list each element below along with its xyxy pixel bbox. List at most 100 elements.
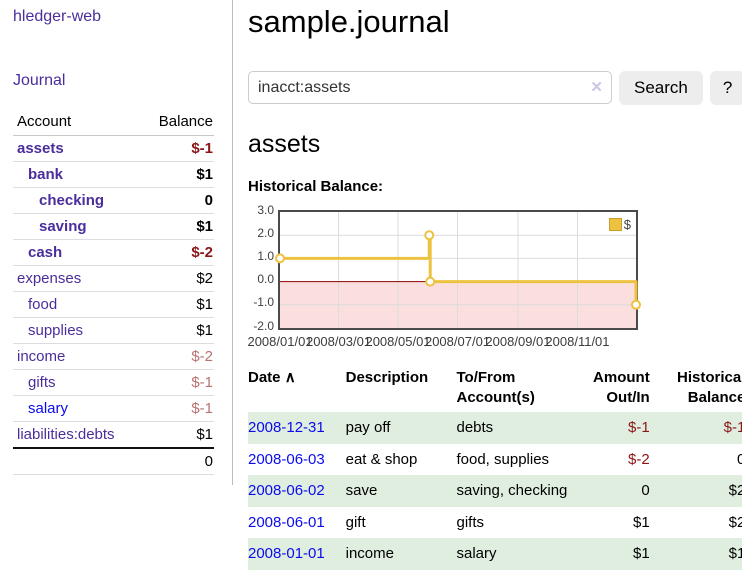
- legend-label: $: [623, 216, 631, 232]
- transaction-balance: $2: [728, 513, 742, 531]
- y-tick-label: -1.0: [253, 295, 274, 310]
- accounts-header-balance: Balance: [139, 110, 214, 136]
- account-link[interactable]: gifts: [28, 374, 56, 391]
- y-tick-label: -2.0: [253, 318, 274, 333]
- transaction-balance: $-1: [649, 412, 742, 444]
- transaction-date-link[interactable]: 2008-12-31: [248, 419, 325, 437]
- app-title-link[interactable]: hledger-web: [13, 8, 102, 25]
- transaction-description: save: [345, 475, 457, 507]
- transaction-amount: $1: [633, 513, 650, 531]
- transaction-description: eat & shop: [345, 450, 418, 468]
- transaction-accounts: debts: [456, 412, 573, 444]
- transaction-balance: 0: [737, 450, 742, 468]
- sort-ascending-icon: ∧: [284, 368, 296, 386]
- account-link[interactable]: saving: [39, 218, 87, 235]
- account-row: assets $-1: [13, 135, 214, 162]
- transaction-balance: $1: [649, 538, 742, 570]
- account-row: saving $1: [13, 213, 214, 240]
- transaction-amount: $-1: [572, 412, 650, 444]
- account-row: expenses $2: [13, 265, 214, 292]
- search-input[interactable]: [248, 71, 612, 105]
- y-tick-label: 3.0: [257, 202, 274, 217]
- y-tick-label: 0.0: [257, 272, 274, 287]
- register-header-date[interactable]: Date ∧: [248, 368, 296, 386]
- balance-chart[interactable]: 3.0 2.0 1.0 0.0 -1.0 -2.0 $ 2008/01/01 2008/03…: [247, 203, 742, 350]
- account-link[interactable]: bank: [28, 166, 64, 183]
- account-heading: assets: [248, 129, 321, 158]
- account-row: income $-2: [13, 343, 214, 370]
- clear-search-icon[interactable]: ✕: [590, 79, 603, 97]
- transaction-date-link[interactable]: 2008-06-03: [248, 450, 325, 468]
- help-button[interactable]: ?: [709, 70, 742, 105]
- x-tick-label: 2008/05/01: [365, 333, 431, 349]
- transaction-date-link[interactable]: 2008-06-01: [248, 513, 325, 531]
- transaction-row: 2008-06-03 eat & shop food, supplies $-2…: [248, 444, 742, 476]
- account-row: liabilities:debts $1: [13, 422, 214, 449]
- account-row: gifts $-1: [13, 369, 214, 396]
- account-link[interactable]: assets: [17, 140, 64, 157]
- chart-title: Historical Balance:: [248, 177, 384, 195]
- x-tick-label: 2008/07/01: [424, 333, 491, 349]
- x-tick-label: 2008/11/01: [545, 333, 610, 349]
- transaction-accounts: gifts: [456, 513, 484, 531]
- account-balance: $1: [139, 317, 214, 344]
- account-row: cash $-2: [13, 239, 214, 266]
- transaction-description: pay off: [345, 412, 457, 444]
- search-form: ✕ Search ?: [248, 70, 742, 105]
- register-header-amount: Amount Out/In: [593, 368, 650, 406]
- account-balance: $-1: [139, 135, 214, 162]
- transaction-amount: 0: [572, 475, 650, 507]
- search-button[interactable]: Search: [619, 70, 703, 105]
- account-balance: $1: [196, 426, 213, 443]
- sidebar-item-journal[interactable]: Journal: [13, 72, 66, 89]
- chart-y-axis: 3.0 2.0 1.0 0.0 -1.0 -2.0: [248, 203, 276, 333]
- account-balance: $1: [139, 213, 214, 240]
- accounts-header-row: Account Balance: [13, 110, 214, 136]
- page-title: sample.journal: [248, 4, 450, 39]
- account-link[interactable]: supplies: [28, 322, 84, 339]
- account-row: food $1: [13, 291, 214, 318]
- transaction-date-link[interactable]: 2008-01-01: [248, 545, 325, 563]
- transaction-row: 2008-01-01 income salary $1 $1: [248, 538, 742, 570]
- register-header-row: Date ∧ Description To/From Account(s) Am…: [248, 364, 742, 413]
- accounts-total-row: 0: [13, 447, 214, 475]
- account-link[interactable]: salary: [28, 400, 69, 417]
- transaction-row: 2008-12-31 pay off debts $-1 $-1: [248, 412, 742, 444]
- register-header-description: Description: [345, 368, 429, 386]
- account-row: salary $-1: [13, 395, 214, 422]
- y-tick-label: 2.0: [257, 225, 274, 240]
- account-link[interactable]: expenses: [17, 270, 82, 287]
- y-tick-label: 1.0: [257, 249, 274, 264]
- account-balance: $1: [139, 291, 214, 318]
- account-balance: $-1: [139, 395, 214, 422]
- account-row: checking 0: [13, 187, 214, 214]
- chart-legend: $: [607, 216, 632, 232]
- account-row: bank $1: [13, 161, 214, 188]
- register-table: Date ∧ Description To/From Account(s) Am…: [248, 364, 742, 570]
- account-balance: $-2: [139, 343, 214, 370]
- main-content: sample.journal ✕ Search ? assets Histori…: [233, 0, 742, 570]
- account-link[interactable]: checking: [39, 192, 105, 209]
- account-balance: $1: [139, 161, 214, 188]
- account-link[interactable]: income: [17, 348, 66, 365]
- transaction-date-link[interactable]: 2008-06-02: [248, 482, 325, 500]
- account-link[interactable]: cash: [28, 244, 63, 261]
- transaction-amount: $1: [572, 538, 650, 570]
- chart-plot-area[interactable]: $: [275, 209, 641, 330]
- transaction-row: 2008-06-01 gift gifts $1 $2: [248, 507, 742, 539]
- transaction-accounts: saving, checking: [456, 475, 573, 507]
- transaction-accounts: salary: [456, 538, 573, 570]
- transaction-balance: $2: [649, 475, 742, 507]
- account-balance: $2: [139, 265, 214, 292]
- transaction-accounts: food, supplies: [456, 450, 550, 468]
- transaction-row: 2008-06-02 save saving, checking 0 $2: [248, 475, 742, 507]
- account-link[interactable]: liabilities:debts: [17, 426, 115, 443]
- account-balance: $-2: [139, 239, 214, 266]
- account-link[interactable]: food: [28, 296, 58, 313]
- chart-x-axis: 2008/01/01 2008/03/01 2008/05/01 2008/07/01…: [247, 333, 638, 350]
- x-tick-label: 2008/01/01: [247, 333, 313, 349]
- account-balance: 0: [139, 187, 214, 214]
- account-balance: $-1: [139, 369, 214, 396]
- transaction-amount: $-2: [628, 450, 650, 468]
- accounts-header-account: Account: [13, 110, 140, 136]
